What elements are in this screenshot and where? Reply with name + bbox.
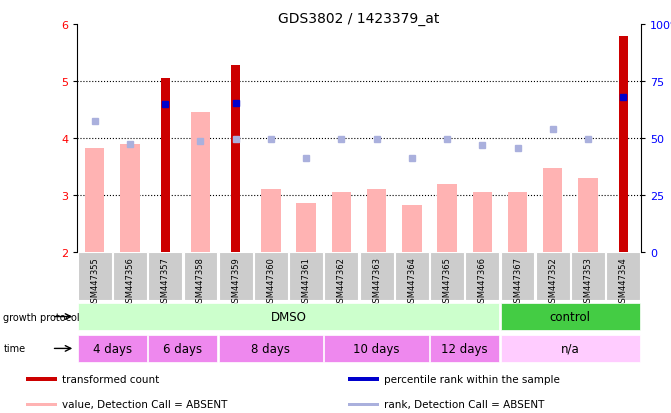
Text: GSM447366: GSM447366 [478,256,486,307]
Bar [430,335,499,362]
Bar [78,252,111,300]
Text: value, Detection Call = ABSENT: value, Detection Call = ABSENT [62,399,227,409]
Bar [472,192,492,252]
Bar [430,252,464,300]
Text: control: control [550,310,591,323]
Text: GSM447361: GSM447361 [302,256,311,307]
Bar [120,144,140,252]
Bar [325,335,429,362]
Bar [78,335,147,362]
Bar [501,304,640,330]
Bar [113,252,147,300]
Text: GSM447356: GSM447356 [125,256,134,307]
Text: time: time [3,344,25,354]
Text: GSM447358: GSM447358 [196,256,205,307]
Bar [85,149,105,252]
Text: transformed count: transformed count [62,374,160,384]
Text: GSM447364: GSM447364 [407,256,416,307]
Bar [219,335,323,362]
Bar [395,252,429,300]
Bar [231,66,240,252]
Text: GSM447359: GSM447359 [231,256,240,307]
Bar [325,252,358,300]
Bar [161,79,170,252]
Text: 4 days: 4 days [93,342,132,355]
Text: 8 days: 8 days [252,342,291,355]
Text: GSM447355: GSM447355 [91,256,99,307]
Text: 12 days: 12 days [442,342,488,355]
Bar [348,377,379,381]
Bar [402,206,421,252]
Text: 10 days: 10 days [354,342,400,355]
Bar [571,252,605,300]
Bar [26,403,57,406]
Bar [219,252,252,300]
Bar [289,252,323,300]
Bar [578,178,598,252]
Bar [297,204,316,252]
Bar [619,37,627,252]
Text: percentile rank within the sample: percentile rank within the sample [384,374,560,384]
Text: GSM447354: GSM447354 [619,256,627,307]
Bar [78,304,499,330]
Text: GSM447362: GSM447362 [337,256,346,307]
Bar [261,190,280,252]
Text: GSM447365: GSM447365 [443,256,452,307]
Bar [367,190,386,252]
Bar [360,252,393,300]
Text: GSM447357: GSM447357 [161,256,170,307]
Text: GSM447363: GSM447363 [372,256,381,307]
Bar [26,377,57,381]
Bar [348,403,379,406]
Text: GSM447353: GSM447353 [584,256,592,307]
Text: GSM447352: GSM447352 [548,256,557,307]
Bar [331,192,351,252]
Text: growth protocol: growth protocol [3,312,80,322]
Text: DMSO: DMSO [270,310,307,323]
Bar [607,252,640,300]
Bar [437,184,457,252]
Bar [501,252,534,300]
Bar [501,335,640,362]
Text: GSM447367: GSM447367 [513,256,522,307]
Bar [191,113,210,252]
Bar [543,168,562,252]
Text: 6 days: 6 days [163,342,203,355]
Text: rank, Detection Call = ABSENT: rank, Detection Call = ABSENT [384,399,545,409]
Text: n/a: n/a [561,342,580,355]
Bar [536,252,570,300]
Bar [148,335,217,362]
Bar [184,252,217,300]
Bar [466,252,499,300]
Bar [148,252,182,300]
Text: GDS3802 / 1423379_at: GDS3802 / 1423379_at [278,12,440,26]
Text: GSM447360: GSM447360 [266,256,275,307]
Bar [254,252,288,300]
Bar [508,192,527,252]
